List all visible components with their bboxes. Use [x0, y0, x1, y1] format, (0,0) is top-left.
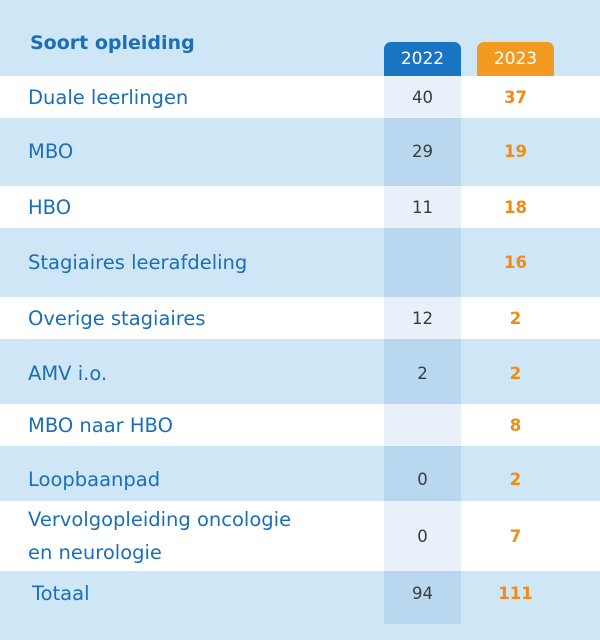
table-row: Loopbaanpad 0 2 — [0, 458, 600, 500]
value-2023: 8 — [509, 415, 522, 435]
table-row: MBO 29 19 — [0, 130, 600, 172]
value-2023: 2 — [509, 363, 522, 383]
value-2022: 12 — [384, 297, 461, 339]
table-row: Duale leerlingen 40 37 — [0, 76, 600, 118]
header-title: Soort opleiding — [30, 32, 195, 54]
value-2022: 0 — [417, 469, 428, 489]
value-2022: 2 — [417, 363, 428, 383]
row-label: AMV i.o. — [28, 361, 108, 385]
total-2023: 111 — [498, 583, 533, 603]
value-2022 — [384, 404, 461, 446]
value-2023: 16 — [504, 252, 527, 272]
table-row: HBO 11 18 — [0, 186, 600, 228]
value-2023: 19 — [504, 141, 527, 161]
row-label: Vervolgopleiding oncologie en neurologie — [28, 501, 291, 571]
row-label: Stagiaires leerafdeling — [28, 250, 248, 274]
row-label: MBO — [28, 139, 74, 163]
row-label: HBO — [28, 195, 72, 219]
table-row: Vervolgopleiding oncologie en neurologie… — [0, 501, 600, 571]
row-label: MBO naar HBO — [28, 413, 173, 437]
value-2023: 2 — [509, 308, 522, 328]
table-row: Overige stagiaires 12 2 — [0, 297, 600, 339]
total-row: Totaal 94 111 — [0, 572, 600, 614]
row-label-line: Vervolgopleiding oncologie — [28, 508, 292, 531]
row-label: Duale leerlingen — [28, 85, 189, 109]
table-row: Stagiaires leerafdeling 16 — [0, 241, 600, 283]
row-label-line: en neurologie — [28, 541, 162, 564]
year-2023-header: 2023 — [477, 42, 554, 76]
table-row: MBO naar HBO 8 — [0, 404, 600, 446]
value-2022: 40 — [384, 76, 461, 118]
value-2022: 0 — [384, 501, 461, 571]
row-label: Loopbaanpad — [28, 467, 161, 491]
value-2023: 2 — [509, 469, 522, 489]
value-2023: 18 — [504, 197, 527, 217]
value-2022: 29 — [412, 141, 433, 161]
value-2022 — [384, 241, 461, 283]
value-2022: 11 — [384, 186, 461, 228]
value-2023: 7 — [509, 526, 522, 546]
total-2022: 94 — [412, 583, 433, 603]
value-2023: 37 — [504, 87, 527, 107]
table-row: AMV i.o. 2 2 — [0, 352, 600, 394]
year-2022-header: 2022 — [384, 42, 461, 76]
row-label: Overige stagiaires — [28, 306, 206, 330]
total-label: Totaal — [32, 581, 90, 605]
